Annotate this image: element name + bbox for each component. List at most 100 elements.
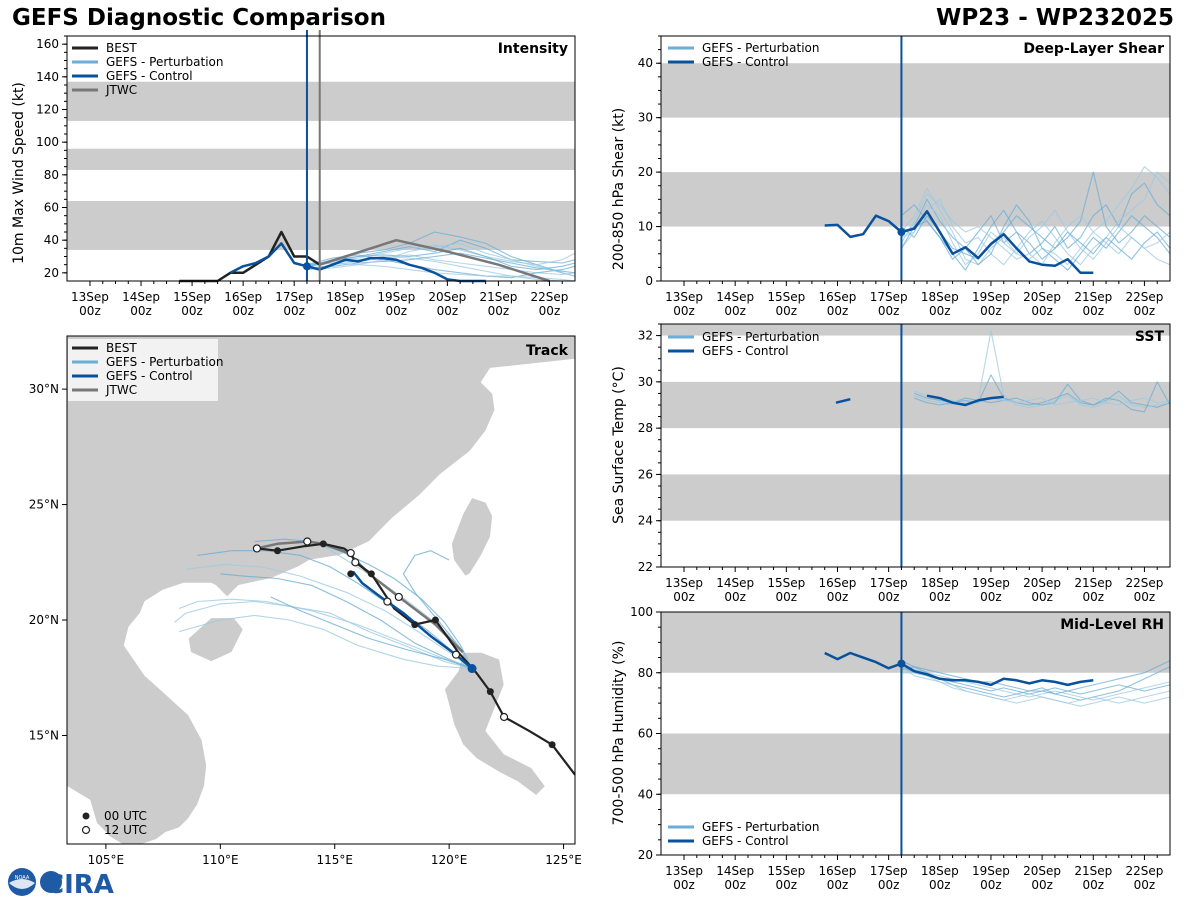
sst-xtick-sublabel: 00z	[724, 590, 746, 604]
shear-perturbation-2	[901, 171, 1171, 271]
intensity-xtick-sublabel: 00z	[437, 304, 459, 318]
intensity-band-0	[67, 200, 575, 250]
sst-xtick-sublabel: 00z	[878, 590, 900, 604]
track-00utc-point	[486, 688, 494, 696]
track-title: Track	[526, 343, 569, 359]
rh-xtick-label: 21Sep	[1074, 864, 1112, 878]
rh-xtick-label: 15Sep	[767, 864, 805, 878]
intensity-legend: BEST GEFS - Perturbation GEFS - Control …	[72, 41, 223, 97]
sst-xtick-label: 16Sep	[819, 576, 857, 590]
sst-ytick-label: 28	[638, 421, 653, 435]
rh-ytick-label: 60	[638, 727, 653, 741]
intensity-band-2	[67, 81, 575, 121]
shear-xtick-sublabel: 00z	[1134, 304, 1156, 318]
legend-control: GEFS - Control	[702, 834, 789, 848]
sst-xtick-label: 15Sep	[767, 576, 805, 590]
rh-xtick-sublabel: 00z	[776, 878, 798, 892]
shear-band-1	[661, 63, 1170, 118]
intensity-xtick-label: 21Sep	[479, 290, 517, 304]
shear-xtick-sublabel: 00z	[1031, 304, 1053, 318]
shear-xtick-sublabel: 00z	[827, 304, 849, 318]
sst-xtick-sublabel: 00z	[776, 590, 798, 604]
intensity-xtick-label: 19Sep	[377, 290, 415, 304]
track-00utc-point	[347, 570, 355, 578]
sst-xtick-label: 22Sep	[1125, 576, 1163, 590]
rh-xtick-label: 13Sep	[665, 864, 703, 878]
globe-icon	[40, 871, 62, 893]
sst-xtick-sublabel: 00z	[673, 590, 695, 604]
intensity-ytick-label: 20	[44, 266, 59, 280]
intensity-control-line	[229, 242, 486, 283]
intensity-xtick-sublabel: 00z	[283, 304, 305, 318]
shear-xtick-label: 16Sep	[819, 290, 857, 304]
shear-perturbation-6	[901, 204, 1171, 271]
intensity-xtick-label: 16Sep	[224, 290, 262, 304]
rh-xtick-sublabel: 00z	[724, 878, 746, 892]
rh-xtick-sublabel: 00z	[1134, 878, 1156, 892]
sst-ylabel: Sea Surface Temp (°C)	[611, 366, 627, 524]
track-12utc-point	[303, 537, 312, 546]
intensity-xtick-label: 17Sep	[275, 290, 313, 304]
rh-perturbation-3	[901, 666, 1171, 704]
rh-xtick-sublabel: 00z	[827, 878, 849, 892]
rh-xtick-label: 19Sep	[972, 864, 1010, 878]
track-00utc-point	[367, 570, 375, 578]
rh-xtick-sublabel: 00z	[878, 878, 900, 892]
intensity-ytick-label: 100	[36, 135, 59, 149]
legend-control: GEFS - Control	[106, 69, 193, 83]
intensity-ytick-label: 80	[44, 168, 59, 182]
track-current-position	[467, 664, 477, 674]
rh-xtick-label: 14Sep	[716, 864, 754, 878]
shear-xtick-label: 17Sep	[870, 290, 908, 304]
sst-chart: 22242628303213Sep00z14Sep00z15Sep00z16Se…	[611, 323, 1171, 604]
sst-xtick-sublabel: 00z	[1082, 590, 1104, 604]
track-12utc-point	[351, 558, 360, 567]
sst-xtick-sublabel: 00z	[827, 590, 849, 604]
shear-ytick-label: 10	[638, 220, 653, 234]
intensity-xtick-sublabel: 00z	[130, 304, 152, 318]
rh-xtick-label: 22Sep	[1125, 864, 1163, 878]
track-perturbation-4	[254, 538, 473, 669]
rh-xtick-sublabel: 00z	[1031, 878, 1053, 892]
intensity-ytick-label: 160	[36, 37, 59, 51]
rh-xtick-sublabel: 00z	[980, 878, 1002, 892]
legend-perturbation: GEFS - Perturbation	[702, 820, 819, 834]
intensity-xtick-label: 15Sep	[173, 290, 211, 304]
page-title: GEFS Diagnostic Comparison	[12, 5, 386, 31]
legend-00utc: 00 UTC	[104, 809, 147, 823]
track-12utc-point	[252, 544, 262, 553]
sst-band-0	[661, 474, 1170, 521]
rh-ytick-label: 40	[638, 787, 653, 801]
legend-jtwc: JTWC	[105, 383, 137, 397]
sst-control-segment-0	[835, 397, 851, 404]
track-frame	[66, 335, 576, 845]
shear-ytick-label: 30	[638, 111, 653, 125]
track-12utc-point	[394, 592, 403, 602]
intensity-perturbation-4	[306, 254, 576, 279]
track-perturbation-2	[197, 550, 473, 669]
track-legend: BEST GEFS - Perturbation GEFS - Control …	[68, 339, 223, 401]
shear-xtick-label: 15Sep	[767, 290, 805, 304]
intensity-ytick-label: 60	[44, 201, 59, 215]
rh-perturbation-5	[901, 672, 1171, 707]
track-perturbation-3	[178, 614, 473, 670]
shear-xtick-label: 13Sep	[665, 290, 703, 304]
track-ytick-label: 25°N	[29, 498, 59, 512]
track-00utc-point	[431, 616, 439, 624]
intensity-xtick-label: 20Sep	[428, 290, 466, 304]
track-12utc-point	[383, 597, 392, 606]
rh-analysis-marker	[897, 659, 906, 668]
shear-xtick-label: 14Sep	[716, 290, 754, 304]
intensity-perturbation-5	[306, 244, 576, 267]
rh-xtick-sublabel: 00z	[1082, 878, 1104, 892]
legend-perturbation: GEFS - Perturbation	[106, 55, 223, 69]
intensity-perturbation-9	[306, 242, 576, 277]
legend-12utc: 12 UTC	[104, 823, 147, 837]
shear-xtick-sublabel: 00z	[1082, 304, 1104, 318]
legend-12utc-marker	[81, 825, 91, 835]
intensity-band-1	[67, 148, 575, 170]
sst-xtick-label: 21Sep	[1074, 576, 1112, 590]
sst-title: SST	[1135, 329, 1165, 345]
sst-perturbation-2	[914, 381, 1171, 413]
sst-ytick-label: 24	[638, 514, 653, 528]
